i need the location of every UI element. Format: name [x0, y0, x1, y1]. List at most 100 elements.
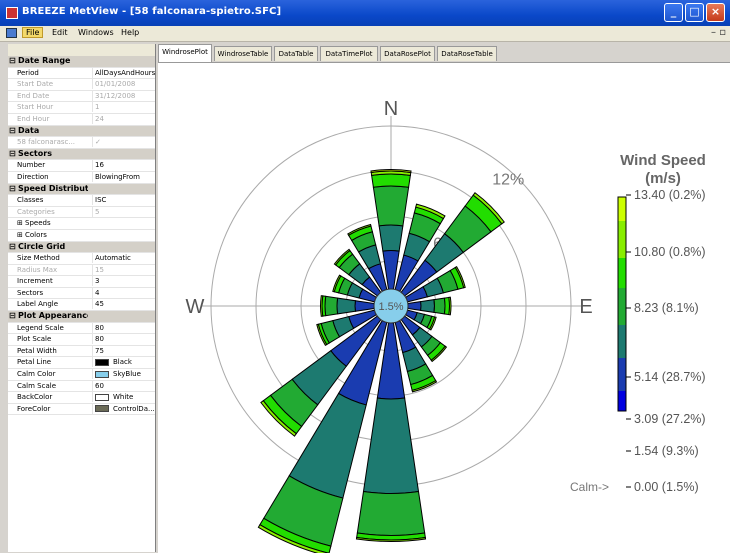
property-category[interactable]: ⊟ Circle Grid — [8, 241, 155, 254]
property-row[interactable]: Size Method Automatic — [8, 253, 155, 265]
property-value[interactable]: 45 — [92, 299, 157, 310]
property-value[interactable]: 31/12/2008 — [92, 90, 157, 101]
expand-icon[interactable]: ⊞ — [17, 219, 23, 228]
legend-color-band — [618, 391, 626, 411]
property-row[interactable]: Plot Scale 80 — [8, 334, 155, 346]
property-row[interactable]: Sectors 4 — [8, 287, 157, 300]
menu-windows[interactable]: Windows — [78, 28, 114, 37]
close-button[interactable]: × — [706, 3, 725, 22]
tab-datatimeplot[interactable]: DataTimePlot — [320, 46, 378, 61]
property-category[interactable]: ⊟ Data — [8, 125, 155, 138]
property-row[interactable]: Classes ISC — [8, 195, 155, 207]
collapse-icon[interactable]: ⊟ — [9, 241, 16, 251]
collapse-icon[interactable]: ⊟ — [9, 148, 16, 158]
property-row[interactable]: Calm Color SkyBlue — [8, 369, 155, 381]
tab-windrosetable[interactable]: WindroseTable — [214, 46, 272, 61]
property-row[interactable]: Petal Line Black — [8, 357, 157, 370]
property-value[interactable]: AllDaysAndHours — [92, 67, 157, 78]
minimize-button[interactable]: _ — [664, 3, 683, 22]
direction-label: E — [579, 296, 592, 318]
tab-windroseplot[interactable]: WindrosePlot — [158, 44, 212, 62]
property-value[interactable]: ✓ — [92, 137, 157, 148]
property-key: End Date — [17, 91, 50, 100]
property-row[interactable]: Number 16 — [8, 160, 155, 172]
property-row[interactable]: Radius Max 15 — [8, 264, 157, 277]
property-row[interactable]: Period AllDaysAndHours — [8, 67, 157, 80]
property-row[interactable]: End Date 31/12/2008 — [8, 90, 157, 103]
legend-color-band — [618, 358, 626, 391]
property-row[interactable]: Legend Scale 80 — [8, 322, 157, 335]
property-value[interactable]: 4 — [92, 287, 157, 298]
property-category[interactable]: ⊟ Sectors — [8, 148, 155, 161]
property-row[interactable]: Increment 3 — [8, 276, 155, 288]
expand-icon[interactable]: ⊞ — [17, 230, 23, 239]
property-category[interactable]: ⊟ Date Range — [8, 56, 155, 68]
legend-color-band — [618, 288, 626, 325]
property-value[interactable]: 75 — [92, 345, 157, 356]
property-value[interactable]: 24 — [92, 113, 157, 124]
petal-segment — [415, 203, 446, 220]
mdi-window-buttons[interactable]: – ▫ — [711, 27, 726, 38]
property-value[interactable]: 60 — [92, 380, 157, 391]
property-row[interactable]: Direction BlowingFrom — [8, 171, 157, 184]
property-row[interactable]: ForeColor ControlDa... — [8, 403, 157, 416]
menu-edit[interactable]: Edit — [52, 28, 68, 37]
property-row[interactable]: BackColor White — [8, 392, 155, 404]
property-grid: ⊟ Date Range Period AllDaysAndHours Start Da… — [8, 44, 156, 552]
property-value-text: White — [113, 393, 134, 402]
property-value[interactable]: ControlDa... — [92, 403, 157, 414]
property-value[interactable]: 15 — [92, 264, 157, 275]
collapse-icon[interactable]: ⊟ — [9, 311, 16, 321]
property-value[interactable]: Black — [92, 357, 157, 368]
menu-file[interactable]: File — [22, 27, 44, 38]
property-value[interactable]: 80 — [92, 322, 157, 333]
property-key: Calm Scale — [17, 381, 56, 390]
property-row[interactable]: Calm Scale 60 — [8, 380, 157, 393]
legend-label: 5.14 (28.7%) — [634, 370, 706, 384]
property-category-label: Speed Distribution — [18, 183, 88, 193]
petal-segment — [428, 316, 437, 331]
title-bar: BREEZE MetView - [58 falconara-spietro.S… — [0, 0, 730, 26]
legend-title: Wind Speed — [620, 152, 706, 169]
color-swatch — [95, 358, 109, 366]
property-value[interactable]: 80 — [92, 334, 157, 345]
property-value[interactable]: 1 — [92, 102, 157, 113]
property-value[interactable]: 3 — [92, 276, 157, 287]
calm-label: 1.5% — [378, 301, 403, 313]
property-value[interactable]: BlowingFrom — [92, 171, 157, 182]
property-row[interactable]: Petal Width 75 — [8, 345, 157, 358]
property-list: ⊟ Date Range Period AllDaysAndHours Start Da… — [8, 56, 157, 416]
property-row[interactable]: 58 falconarasc... ✓ — [8, 137, 155, 149]
collapse-icon[interactable]: ⊟ — [9, 56, 16, 65]
property-row[interactable]: Label Angle 45 — [8, 299, 157, 312]
property-row[interactable]: Start Hour 1 — [8, 102, 155, 114]
legend-subtitle: (m/s) — [645, 170, 681, 187]
property-value[interactable]: SkyBlue — [92, 369, 157, 380]
petal-segment — [320, 295, 324, 317]
tab-dataroseplot[interactable]: DataRosePlot — [380, 46, 435, 61]
collapse-icon[interactable]: ⊟ — [9, 125, 16, 135]
property-value[interactable]: 5 — [92, 206, 157, 217]
property-value[interactable]: 16 — [92, 160, 157, 171]
menu-help[interactable]: Help — [121, 28, 139, 37]
property-subgroup[interactable]: ⊞ Colors — [8, 230, 155, 242]
tab-datarosetable[interactable]: DataRoseTable — [437, 46, 497, 61]
property-row[interactable]: Start Date 01/01/2008 — [8, 79, 155, 91]
property-value[interactable]: Automatic — [92, 253, 157, 264]
property-subgroup[interactable]: ⊞ Speeds — [8, 218, 155, 230]
petal-segment — [370, 169, 412, 174]
property-category[interactable]: ⊟Speed Distribution — [8, 183, 155, 196]
tab-datatable[interactable]: DataTable — [274, 46, 318, 61]
calm-circle — [373, 288, 409, 324]
property-value[interactable]: ISC — [92, 195, 157, 206]
maximize-button[interactable]: □ — [685, 3, 704, 22]
property-row[interactable]: End Hour 24 — [8, 113, 157, 126]
legend-color-band — [618, 221, 626, 258]
property-category[interactable]: ⊟ Plot Appearance — [8, 311, 155, 323]
collapse-icon[interactable]: ⊟ — [9, 183, 16, 193]
property-row[interactable]: Categories 5 — [8, 206, 157, 219]
property-value[interactable]: White — [92, 392, 157, 403]
property-value-text: ControlDa... — [113, 404, 155, 413]
property-value[interactable]: 01/01/2008 — [92, 79, 157, 90]
menu-edit-label: Edit — [52, 28, 68, 37]
